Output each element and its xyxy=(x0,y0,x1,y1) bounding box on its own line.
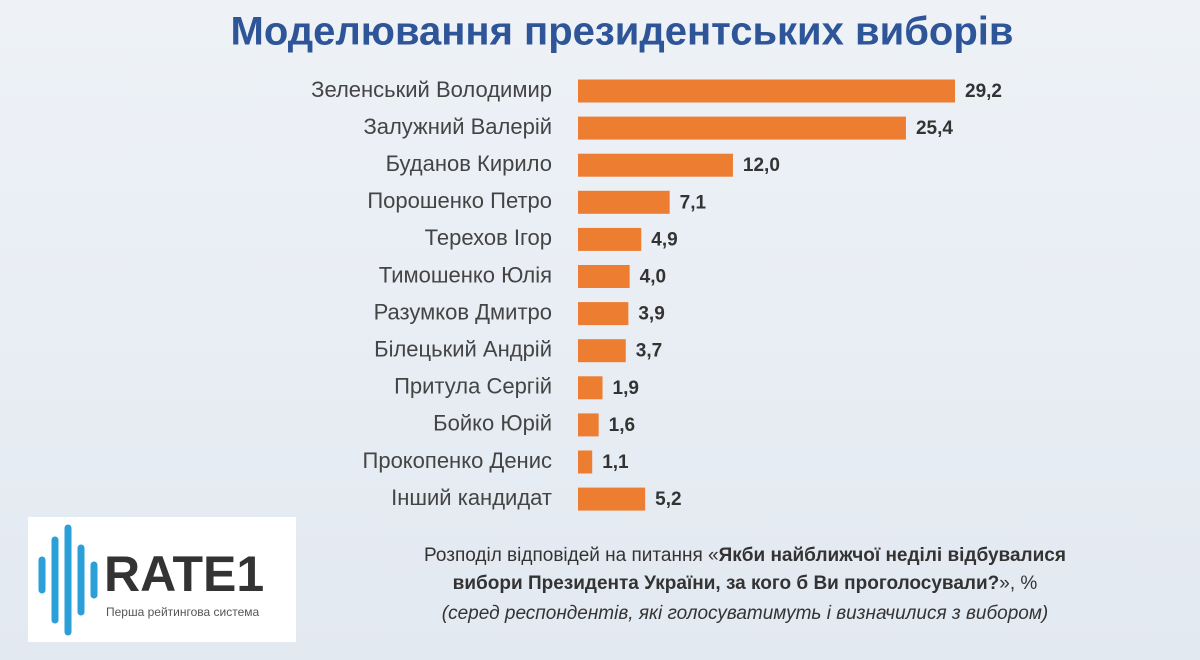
value-label: 4,0 xyxy=(640,267,666,288)
footnote-line: Розподіл відповідей на питання «Якби най… xyxy=(424,545,1066,566)
value-label: 1,6 xyxy=(609,415,635,436)
logo-tagline: Перша рейтингова система xyxy=(106,605,260,619)
category-label: Прокопенко Денис xyxy=(363,448,552,473)
footnote-line: вибори Президента України, за кого б Ви … xyxy=(453,573,1038,594)
bar xyxy=(578,265,630,288)
footnote-sub: (серед респондентів, які голосуватимуть … xyxy=(442,603,1048,624)
bar xyxy=(578,153,733,177)
footnote-text: Розподіл відповідей на питання « xyxy=(424,545,719,566)
logo-icon xyxy=(38,524,98,636)
bar xyxy=(578,413,599,437)
chart-title: Моделювання президентських виборів xyxy=(231,10,1014,54)
value-label: 4,9 xyxy=(651,229,677,250)
bar xyxy=(578,79,955,103)
footnote-question: вибори Президента України, за кого б Ви … xyxy=(453,573,1000,594)
category-label: Залужний Валерій xyxy=(363,114,552,139)
bar xyxy=(578,227,642,251)
category-label: Притула Сергій xyxy=(394,374,552,399)
category-label: Тимошенко Юлія xyxy=(379,262,552,287)
value-label: 29,2 xyxy=(965,81,1002,102)
value-label: 1,1 xyxy=(602,452,629,473)
logo: RATE1 Перша рейтингова система xyxy=(28,517,296,642)
category-label: Бойко Юрій xyxy=(433,411,552,436)
bar xyxy=(578,339,626,363)
footnote-text: », % xyxy=(999,573,1037,594)
category-label: Порошенко Петро xyxy=(367,188,552,213)
value-label: 1,9 xyxy=(613,378,639,399)
value-label: 5,2 xyxy=(655,489,681,510)
bar xyxy=(578,376,603,400)
bar xyxy=(578,487,646,511)
bar xyxy=(578,190,670,214)
logo-box xyxy=(28,517,296,642)
value-label: 3,7 xyxy=(636,341,662,362)
bar xyxy=(578,116,906,140)
value-label: 7,1 xyxy=(680,192,707,213)
category-label: Білецький Андрій xyxy=(374,337,552,362)
value-label: 25,4 xyxy=(916,118,953,139)
bar xyxy=(578,302,629,326)
logo-name: RATE1 xyxy=(104,546,264,602)
category-label: Терехов Ігор xyxy=(425,225,552,250)
footnote-question: Якби найближчої неділі відбувалися xyxy=(719,545,1066,566)
category-label: Інший кандидат xyxy=(391,485,552,510)
category-label: Разумков Дмитро xyxy=(374,299,552,324)
category-label: Буданов Кирило xyxy=(386,151,552,176)
bar xyxy=(578,450,593,474)
value-label: 3,9 xyxy=(638,304,664,325)
value-label: 12,0 xyxy=(743,155,780,176)
category-label: Зеленський Володимир xyxy=(311,77,552,102)
